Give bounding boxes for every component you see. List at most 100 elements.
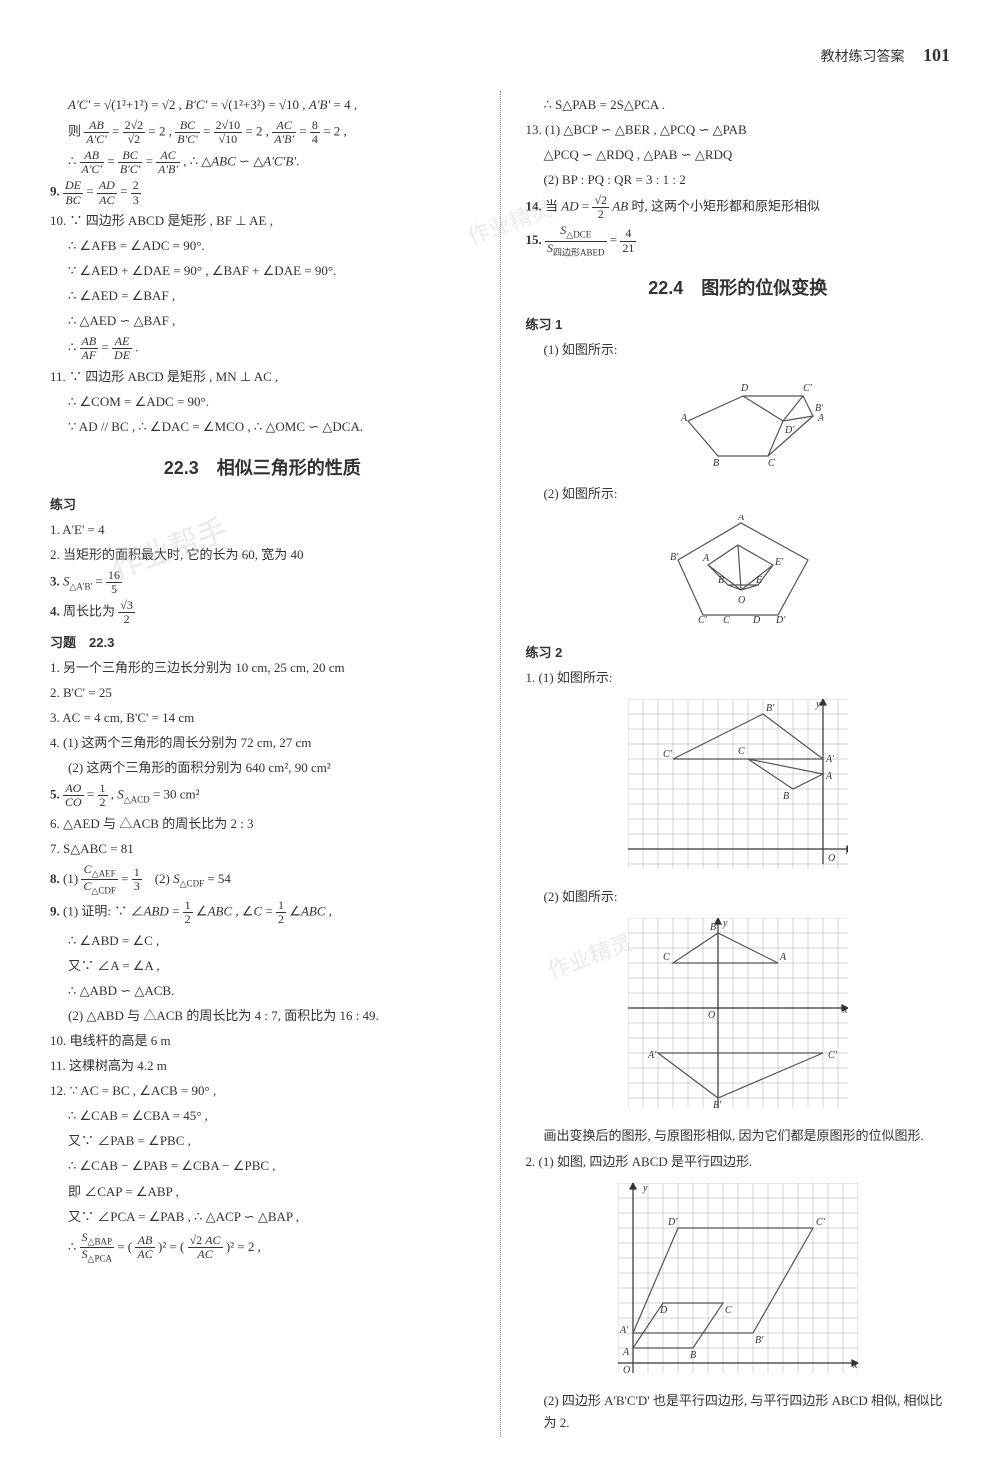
figure-pentagon-1: ABC DA' B'C'D' — [526, 371, 951, 473]
subhead-practice2: 练习 2 — [526, 642, 951, 664]
text-line: (2) 如图所示: — [526, 886, 951, 908]
svg-text:B: B — [710, 922, 716, 933]
text-line: 又∵ ∠A = ∠A , — [50, 955, 475, 977]
text-line: 1. 另一个三角形的三边长分别为 10 cm, 25 cm, 20 cm — [50, 657, 475, 679]
page-number: 101 — [923, 45, 950, 65]
figure-grid-3: ABCDA'B'C'D'Oxy — [526, 1183, 951, 1380]
figure-grid-2: 作业精灵 ABCA'B'C'Oxy — [526, 918, 951, 1115]
text-line: 则 ABA'C' = 2√2√2 = 2 , BCB'C' = 2√10√10 … — [50, 119, 475, 146]
svg-text:x: x — [852, 1360, 858, 1371]
text-line: 1. A'E' = 4 — [50, 519, 475, 541]
svg-text:C': C' — [698, 615, 708, 625]
svg-text:O: O — [828, 853, 835, 864]
text-line: (2) 这两个三角形的面积分别为 640 cm², 90 cm² — [50, 757, 475, 779]
svg-text:C': C' — [828, 1050, 838, 1061]
text-line: ∴ ABAF = AEDE . — [50, 335, 475, 362]
svg-text:C': C' — [663, 749, 673, 760]
svg-text:O: O — [708, 1010, 715, 1021]
svg-text:E': E' — [774, 557, 784, 568]
svg-text:O: O — [738, 595, 745, 606]
text-line: A'C' = √(1²+1²) = √2 , B'C' = √(1²+3²) =… — [50, 94, 475, 116]
text-line: 4. 周长比为 √32 — [50, 599, 475, 626]
text-line: ∴ ∠CAB = ∠CBA = 45° , — [50, 1105, 475, 1127]
text-line: 11. 这棵树高为 4.2 m — [50, 1055, 475, 1077]
text-line: (2) 四边形 A'B'C'D' 也是平行四边形, 与平行四边形 ABCD 相似… — [526, 1390, 951, 1434]
right-column: ∴ S△PAB = 2S△PCA . 13. (1) △BCP ∽ △BER ,… — [526, 91, 951, 1437]
svg-text:D: D — [659, 1305, 668, 1316]
text-line: 3. AC = 4 cm, B'C' = 14 cm — [50, 707, 475, 729]
svg-text:y: y — [722, 918, 728, 929]
subhead-practice1: 练习 1 — [526, 314, 951, 336]
section-224-title: 22.4 图形的位似变换 — [526, 273, 951, 304]
svg-text:A: A — [702, 553, 710, 564]
svg-text:E: E — [755, 575, 762, 586]
text-line: (2) BP : PQ : QR = 3 : 1 : 2 — [526, 169, 951, 191]
text-line: 6. △AED 与 △ACB 的周长比为 2 : 3 — [50, 813, 475, 835]
text-line: 3. S△A'B' = 165 — [50, 569, 475, 596]
text-line: 12. ∵ AC = BC , ∠ACB = 90° , — [50, 1080, 475, 1102]
svg-text:A': A' — [817, 413, 823, 424]
svg-text:D: D — [752, 615, 761, 625]
svg-text:B: B — [718, 575, 724, 586]
svg-text:C': C' — [803, 383, 813, 394]
svg-text:C: C — [738, 746, 745, 757]
svg-text:A': A' — [825, 754, 835, 765]
text-line: ∴ ∠CAB − ∠PAB = ∠CBA − ∠PBC , — [50, 1155, 475, 1177]
watermark: 作业精灵 — [542, 924, 637, 989]
svg-text:D': D' — [775, 615, 786, 625]
text-line: △PCQ ∽ △RDQ , △PAB ∽ △RDQ — [526, 144, 951, 166]
text-line: (2) 如图所示: — [526, 483, 951, 505]
figure-pentagon-2: ABE E'B'A' C'CO DD' — [526, 515, 951, 632]
svg-text:B: B — [713, 458, 719, 466]
text-line: ∴ △AED ∽ △BAF , — [50, 310, 475, 332]
text-line: 5. AOCO = 12 , S△ACD = 30 cm² — [50, 782, 475, 809]
text-line: (1) 如图所示: — [526, 339, 951, 361]
svg-text:D: D — [740, 383, 749, 394]
svg-text:A': A' — [647, 1050, 657, 1061]
text-line: 2. 当矩形的面积最大时, 它的长为 60, 宽为 40 — [50, 544, 475, 566]
text-line: ∴ ∠AFB = ∠ADC = 90°. — [50, 235, 475, 257]
svg-text:x: x — [845, 846, 848, 857]
svg-text:A: A — [680, 413, 688, 424]
svg-text:B': B' — [713, 1100, 722, 1108]
svg-text:B: B — [783, 791, 789, 802]
text-line: ∴ S△PAB = 2S△PCA . — [526, 94, 951, 116]
svg-text:C: C — [725, 1305, 732, 1316]
figure-grid-1: ABCA'B'C'Oxy — [526, 699, 951, 876]
text-line: 11. ∵ 四边形 ABCD 是矩形 , MN ⊥ AC , — [50, 366, 475, 388]
svg-text:A: A — [622, 1347, 630, 1358]
text-line: 又∵ ∠PAB = ∠PBC , — [50, 1130, 475, 1152]
text-line: 作业精灵 15. S△DCES四边形ABED = 421 — [526, 224, 951, 258]
text-line: 又∵ ∠PCA = ∠PAB , ∴ △ACP ∽ △BAP , — [50, 1206, 475, 1228]
svg-text:A: A — [779, 952, 787, 963]
svg-text:A: A — [825, 771, 833, 782]
svg-text:B: B — [690, 1350, 696, 1361]
text-line: 7. S△ABC = 81 — [50, 838, 475, 860]
subhead-practice: 练习 — [50, 494, 475, 516]
text-line: 10. ∵ 四边形 ABCD 是矩形 , BF ⊥ AE , — [50, 210, 475, 232]
text-line: 4. (1) 这两个三角形的周长分别为 72 cm, 27 cm — [50, 732, 475, 754]
text-line: ∴ ∠ABD = ∠C , — [50, 930, 475, 952]
text-line: 13. (1) △BCP ∽ △BER , △PCQ ∽ △PAB — [526, 119, 951, 141]
text-line: ∴ ∠COM = ∠ADC = 90°. — [50, 391, 475, 413]
svg-text:B': B' — [670, 552, 679, 563]
text-line: ∵ ∠AED + ∠DAE = 90° , ∠BAF + ∠DAE = 90°. — [50, 260, 475, 282]
svg-text:x: x — [842, 1005, 848, 1016]
left-column: A'C' = √(1²+1²) = √2 , B'C' = √(1²+3²) =… — [50, 91, 475, 1437]
svg-text:D': D' — [784, 425, 795, 436]
svg-text:y: y — [642, 1183, 648, 1194]
text-line: 1. (1) 如图所示: — [526, 667, 951, 689]
subhead-xiti: 习题 22.3 — [50, 632, 475, 654]
column-divider — [500, 91, 501, 1437]
text-line: ∵ AD // BC , ∴ ∠DAC = ∠MCO , ∴ △OMC ∽ △D… — [50, 416, 475, 438]
text-line: (2) △ABD 与 △ACB 的周长比为 4 : 7, 面积比为 16 : 4… — [50, 1005, 475, 1027]
svg-text:O: O — [623, 1365, 630, 1373]
text-line: ∴ ABA'C' = BCB'C' = ACA'B' , ∴ △ABC ∽ △A… — [50, 149, 475, 176]
svg-text:C': C' — [816, 1217, 826, 1228]
text-line: 9. (1) 证明: ∵ ∠ABD = 12 ∠ABC , ∠C = 12 ∠A… — [50, 899, 475, 926]
svg-text:D': D' — [667, 1217, 678, 1228]
svg-text:B': B' — [766, 703, 775, 714]
text-line: 即 ∠CAP = ∠ABP , — [50, 1181, 475, 1203]
text-line: 9. DEBC = ADAC = 23 — [50, 179, 475, 206]
text-line: 2. (1) 如图, 四边形 ABCD 是平行四边形. — [526, 1151, 951, 1173]
